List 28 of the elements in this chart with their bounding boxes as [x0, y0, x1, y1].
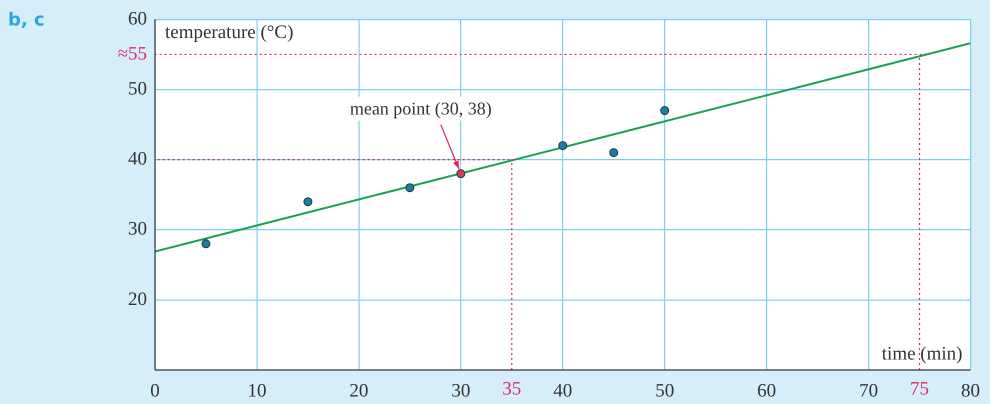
y-tick-label: 30 [128, 218, 147, 240]
y-tick-label: 20 [128, 288, 147, 310]
point [609, 148, 618, 158]
y-tick-label: 60 [128, 8, 147, 30]
annotation: mean point (30, 38) [350, 98, 492, 118]
x-tick-label: 50 [655, 380, 674, 402]
point [405, 183, 414, 192]
y-axis-title: temperature (°C) [165, 22, 294, 43]
point [558, 141, 568, 150]
x-tick-label: 10 [247, 380, 266, 402]
point [660, 106, 670, 116]
x-tick-label: 60 [757, 380, 776, 402]
ref-line-label: ≈55 [118, 43, 147, 64]
point [201, 239, 210, 248]
x-tick-label: 40 [553, 380, 572, 402]
y-tick-label: 50 [128, 78, 147, 100]
x-tick-label: 0 [150, 380, 160, 402]
x-axis-title: time (min) [882, 343, 962, 364]
x-tick-label: 80 [961, 380, 980, 402]
ref-line-label: 75 [910, 378, 930, 400]
ref-line-label: 35 [502, 378, 522, 400]
x-tick-label: 20 [349, 380, 368, 402]
point [456, 169, 466, 178]
x-tick-label: 30 [451, 380, 470, 402]
point [303, 197, 312, 206]
text: b, c [8, 10, 45, 31]
x-tick-label: 70 [859, 380, 878, 402]
y-tick-label: 40 [128, 148, 147, 170]
